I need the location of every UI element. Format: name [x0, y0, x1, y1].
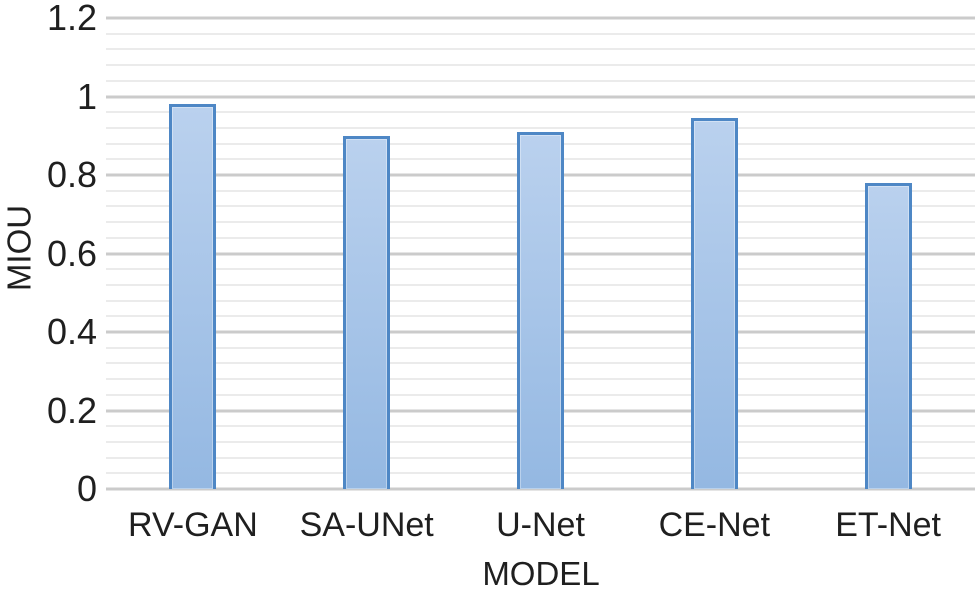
bar-rv-gan: [169, 104, 217, 489]
gridline-minor: [106, 32, 975, 35]
gridline-minor: [106, 79, 975, 82]
bar-et-net: [864, 182, 912, 489]
gridline-minor: [106, 111, 975, 114]
gridline-minor: [106, 126, 975, 129]
y-tick-label: 0: [76, 468, 97, 509]
gridline-major: [106, 487, 975, 491]
gridline-major: [106, 95, 975, 98]
bar-ce-net: [690, 118, 738, 489]
y-tick-label: 1.2: [46, 0, 97, 38]
y-tick-label: 0.4: [46, 311, 97, 352]
y-tick-label: 0.8: [46, 154, 97, 195]
x-tick-label-ce-net: CE-Net: [658, 506, 771, 544]
gridline-minor: [106, 48, 975, 51]
y-tick-label: 0.2: [46, 389, 97, 431]
x-tick-label-rv-gan: RV-GAN: [128, 506, 258, 544]
bar-u-net: [517, 131, 564, 489]
x-tick-label-et-net: ET-Net: [835, 506, 941, 544]
y-tick-label: 0.6: [46, 232, 97, 274]
x-tick-label-sa-unet: SA-UNet: [299, 506, 434, 544]
gridline-major: [106, 16, 975, 20]
x-tick-label-u-net: U-Net: [496, 506, 585, 544]
x-axis-title: MODEL: [482, 555, 600, 592]
y-tick-label: 1: [76, 75, 97, 117]
bar-sa-unet: [343, 135, 391, 489]
gridline-minor: [106, 64, 975, 67]
